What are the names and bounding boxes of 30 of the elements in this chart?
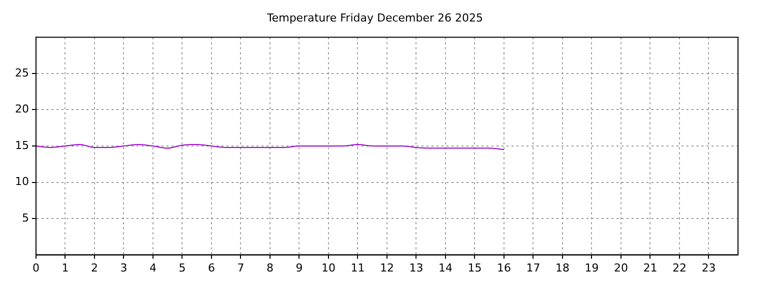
x-tick-label: 8 [266, 261, 274, 274]
y-tick-label: 15 [14, 138, 29, 152]
x-tick-label: 10 [322, 261, 336, 274]
y-tick-label: 20 [14, 102, 29, 116]
x-tick-label: 4 [150, 261, 156, 274]
x-tick-label: 1 [62, 261, 69, 274]
x-tick-label: 21 [643, 261, 658, 274]
x-tick-label: 16 [497, 261, 511, 274]
x-tick-label: 3 [120, 261, 128, 274]
x-tick-label: 20 [614, 261, 628, 274]
x-tick-label: 6 [208, 261, 215, 274]
x-tick-label: 17 [526, 261, 540, 274]
y-tick-label: 25 [14, 66, 29, 80]
x-tick-label: 19 [584, 261, 599, 274]
y-tick-label: 5 [22, 211, 29, 224]
x-tick-label: 0 [32, 261, 40, 274]
x-tick-label: 23 [702, 261, 716, 274]
x-tick-label: 18 [556, 261, 570, 274]
x-tick-label: 12 [380, 261, 394, 274]
chart-title: Temperature Friday December 26 2025 [266, 11, 484, 24]
x-tick-label: 2 [90, 261, 98, 274]
y-tick-label: 10 [14, 175, 29, 188]
x-tick-label: 13 [409, 261, 424, 274]
x-tick-label: 15 [468, 261, 482, 274]
x-tick-label: 14 [438, 261, 452, 274]
x-tick-label: 11 [350, 261, 365, 274]
x-tick-label: 9 [296, 261, 303, 274]
x-tick-label: 22 [672, 261, 686, 274]
x-tick-label: 5 [178, 261, 186, 274]
x-tick-label: 7 [237, 261, 244, 274]
